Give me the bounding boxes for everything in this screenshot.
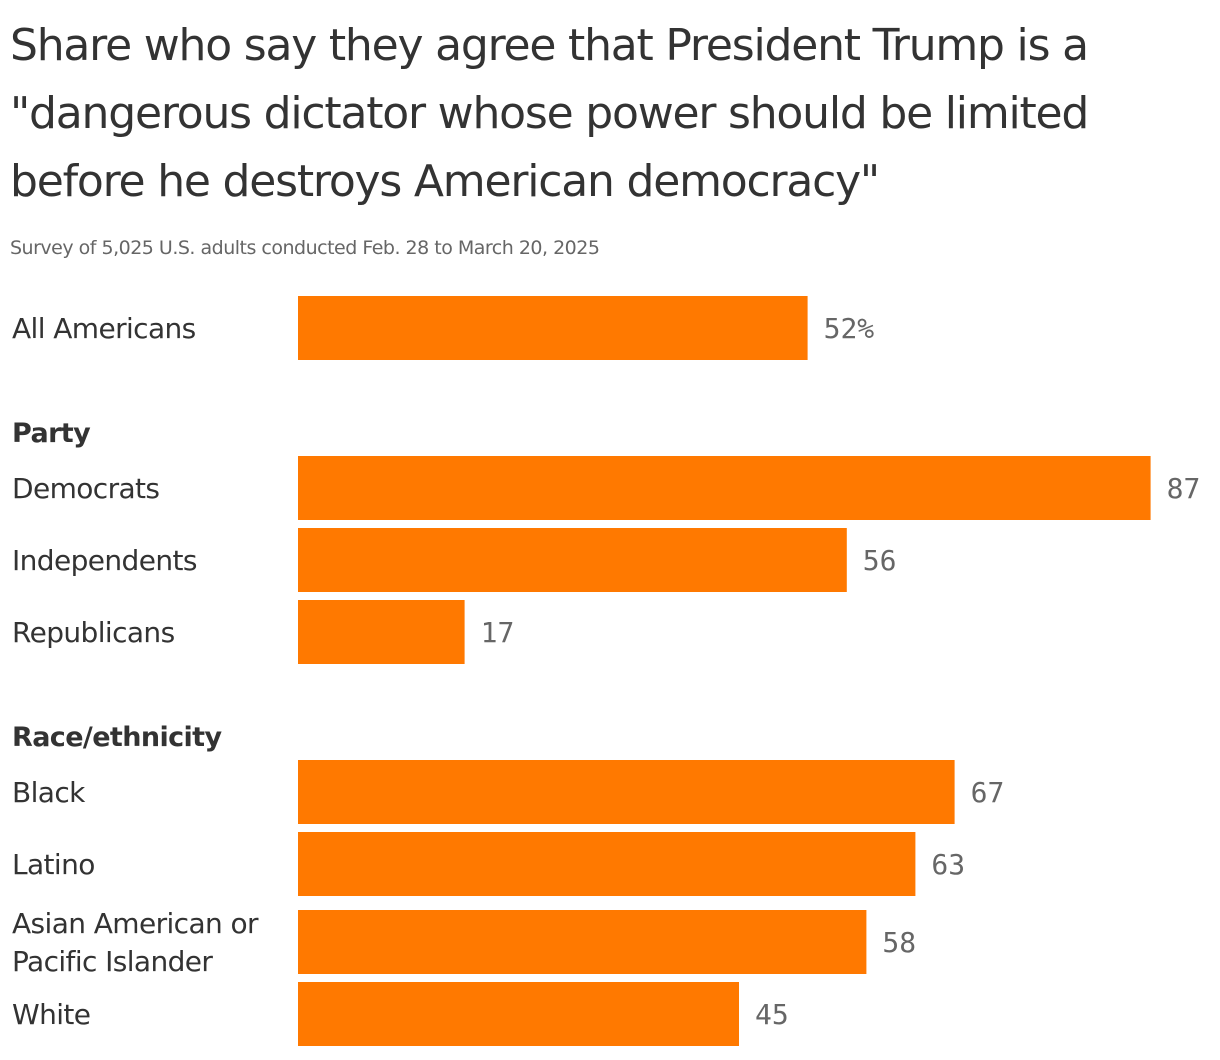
category-label: All Americans	[12, 312, 196, 345]
chart-subtitle: Survey of 5,025 U.S. adults conducted Fe…	[10, 237, 600, 259]
bar	[298, 910, 867, 974]
chart-title: Share who say they agree that President …	[10, 20, 1089, 207]
group-heading: Race/ethnicity	[12, 722, 222, 753]
category-label: Pacific Islander	[12, 945, 213, 978]
bar	[298, 600, 465, 664]
value-label: 87	[1167, 472, 1201, 505]
category-label: Asian American or	[12, 907, 259, 940]
value-label: 56	[863, 544, 897, 577]
value-label: 52%	[824, 312, 875, 345]
category-label: Black	[12, 776, 86, 809]
bar	[298, 296, 808, 360]
category-label: Latino	[12, 848, 95, 881]
category-label: Democrats	[12, 472, 159, 505]
bar	[298, 528, 847, 592]
value-label: 17	[481, 616, 515, 649]
category-label: White	[12, 998, 90, 1031]
bar	[298, 760, 955, 824]
value-label: 45	[755, 998, 789, 1031]
category-label: Independents	[12, 544, 197, 577]
group-heading: Party	[12, 418, 91, 449]
bar	[298, 982, 739, 1046]
bar	[298, 832, 916, 896]
value-label: 67	[971, 776, 1005, 809]
bar	[298, 456, 1151, 520]
category-label: Republicans	[12, 616, 175, 649]
value-label: 63	[931, 848, 965, 881]
value-label: 58	[882, 926, 916, 959]
